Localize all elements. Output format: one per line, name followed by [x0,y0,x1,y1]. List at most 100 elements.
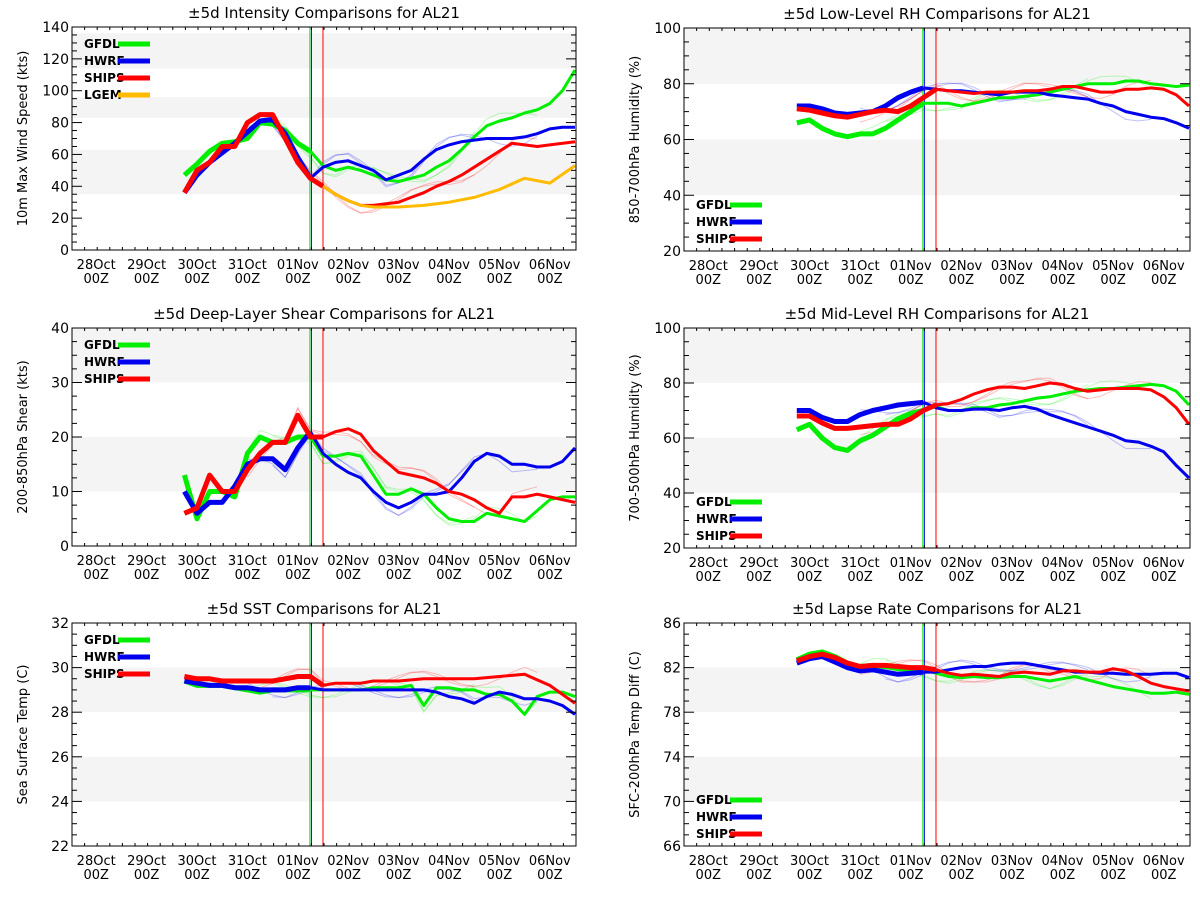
y-tick-label: 86 [663,616,681,632]
x-tick-label-time: 00Z [999,570,1025,585]
chart-title: ±5d Mid-Level RH Comparisons for AL21 [785,305,1090,323]
x-tick-label: 28Oct [689,259,728,274]
legend-label-gfdl: GFDL [84,338,120,352]
x-tick-label: 29Oct [739,854,778,869]
x-tick-label-time: 00Z [949,273,975,288]
x-tick-label-time: 00Z [436,868,462,883]
shaded-band [72,33,576,69]
faint-trace-gfdl [885,384,1089,421]
y-tick-label: 80 [51,116,69,132]
y-tick-label: 10 [51,485,69,501]
legend-label-ships: SHIPS [696,827,737,841]
chart-title: ±5d Low-Level RH Comparisons for AL21 [783,5,1091,23]
legend-label-ships: SHIPS [84,71,125,85]
y-axis-label: Sea Surface Temp (C) [16,664,31,804]
x-tick-label: 06Nov [1143,259,1185,274]
y-tick-label: 140 [42,20,69,36]
faint-trace-gfdl [885,659,1088,690]
series-line-gfdl-forecast [922,668,1190,696]
legend-label-ships: SHIPS [84,667,125,681]
x-tick-label-time: 00Z [83,568,109,583]
series-line-hwrf-forecast [310,686,576,716]
x-tick-label-time: 00Z [1100,273,1126,288]
x-tick-label-time: 00Z [847,868,873,883]
x-tick-label: 01Nov [277,854,319,869]
series-line-hwrf-forecast [923,661,1190,680]
chart-title: ±5d Intensity Comparisons for AL21 [188,4,460,22]
y-tick-label: 40 [51,179,69,195]
y-tick-label: 100 [654,21,681,37]
x-tick-label: 01Nov [277,258,319,273]
x-tick-label-time: 00Z [746,570,772,585]
x-tick-label-time: 00Z [1151,868,1177,883]
x-tick-label-time: 00Z [898,273,924,288]
y-tick-label: 22 [51,839,69,855]
y-tick-label: 80 [663,77,681,93]
x-tick-label: 03Nov [991,259,1033,274]
x-tick-label-time: 00Z [487,568,513,583]
x-tick-label: 29Oct [739,556,778,571]
x-tick-label-time: 00Z [797,868,823,883]
x-tick-label-time: 00Z [1151,570,1177,585]
x-tick-label-time: 00Z [235,568,261,583]
legend-label-hwrf: HWRF [696,512,737,526]
x-tick-label-time: 00Z [235,272,261,287]
x-tick-label: 04Nov [428,258,470,273]
series-line-hwrf-analysis [796,399,924,424]
series-line-gfdl-analysis [796,101,925,140]
x-tick-label: 28Oct [689,854,728,869]
y-axis-label: 850-700hPa Humidity (%) [628,56,643,223]
y-tick-label: 26 [51,750,69,766]
series-line-hwrf-forecast [923,86,1190,130]
x-tick-label: 05Nov [478,854,520,869]
x-tick-label: 28Oct [77,554,116,569]
x-tick-label: 29Oct [127,554,166,569]
legend-label-gfdl: GFDL [696,495,732,509]
x-tick-label: 28Oct [77,854,116,869]
x-tick-label-time: 00Z [83,868,109,883]
chart-low-level-rh: 28Oct00Z29Oct00Z30Oct00Z31Oct00Z01Nov00Z… [628,5,1191,288]
x-tick-label-time: 00Z [1100,868,1126,883]
x-tick-label-time: 00Z [1050,570,1076,585]
faint-trace-gfdl [272,117,475,183]
x-tick-label-time: 00Z [797,273,823,288]
y-tick-label: 20 [51,430,69,446]
y-tick-label: 40 [663,486,681,502]
series-line-gfdl-forecast [309,436,575,523]
x-tick-label-time: 00Z [285,272,311,287]
chart-sst: 28Oct00Z29Oct00Z30Oct00Z31Oct00Z01Nov00Z… [16,600,577,883]
x-tick-label: 31Oct [841,854,880,869]
series-line-ships-forecast [322,427,576,515]
y-tick-label: 32 [51,616,69,632]
y-tick-label: 120 [42,52,69,68]
legend-label-ships: SHIPS [696,232,737,246]
x-tick-label-time: 00Z [696,570,722,585]
series-line-hwrf-forecast [309,430,577,510]
series-line-hwrf-analysis [183,678,311,693]
x-tick-label-time: 00Z [847,273,873,288]
series-line-ships-forecast [935,85,1190,108]
y-tick-label: 70 [663,794,681,810]
y-tick-label: 100 [42,84,69,100]
x-tick-label-time: 00Z [898,570,924,585]
x-tick-label: 31Oct [841,556,880,571]
x-tick-label-time: 00Z [436,568,462,583]
shaded-band [684,756,1190,802]
x-tick-label-time: 00Z [487,272,513,287]
x-tick-label: 03Nov [378,258,420,273]
x-tick-label-time: 00Z [797,570,823,585]
x-tick-label: 02Nov [327,854,369,869]
shaded-band [684,28,1190,84]
shaded-band [72,756,576,802]
x-tick-label: 29Oct [127,258,166,273]
x-tick-label-time: 00Z [537,868,563,883]
x-tick-label: 06Nov [529,258,571,273]
x-tick-label-time: 00Z [335,272,361,287]
y-axis-label: 700-500hPa Humidity (%) [628,354,643,521]
series-line-hwrf-forecast [309,125,575,182]
x-tick-label-time: 00Z [436,272,462,287]
x-tick-label: 28Oct [689,556,728,571]
x-tick-label-time: 00Z [285,568,311,583]
y-axis-label: 200-850hPa Shear (kts) [16,360,31,513]
y-axis-label: SFC-200hPa Temp Diff (C) [628,651,643,818]
